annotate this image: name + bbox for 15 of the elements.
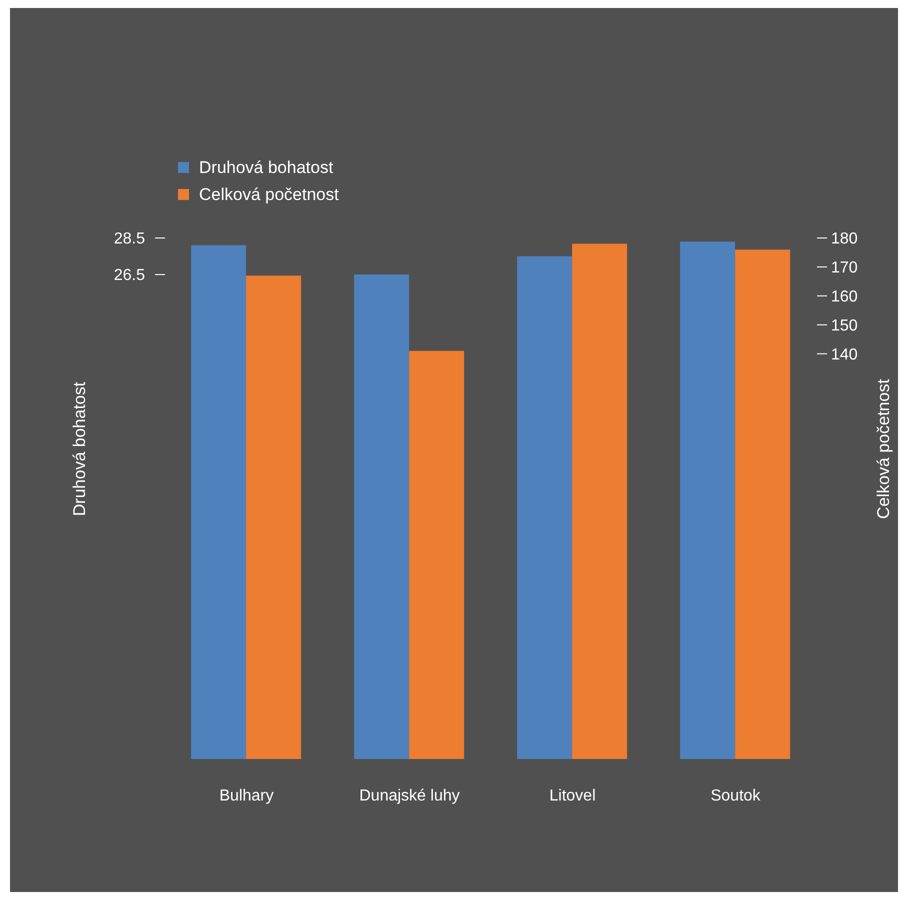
y2-tick-label: 140 <box>831 346 858 364</box>
y2-tick-label: 160 <box>831 288 858 306</box>
y-tick-label: 26.5 <box>114 267 146 284</box>
y2-tick-label: 180 <box>831 230 858 248</box>
legend-label: Celková početnost <box>199 184 339 204</box>
x-tick-label: Litovel <box>549 787 596 804</box>
legend-label: Druhová bohatost <box>199 158 334 178</box>
y-tick-label: 28.5 <box>114 230 146 248</box>
x-tick-label: Dunajské luhy <box>359 787 460 804</box>
y2-tick-label: 150 <box>831 318 858 335</box>
y2-axis-title: Celková početnost <box>874 379 894 519</box>
y2-tick-label: 170 <box>831 260 858 277</box>
x-tick-label: Bulhary <box>219 787 274 804</box>
x-tick-label: Soutok <box>710 787 762 804</box>
y-axis-title: Druhová bohatost <box>70 382 90 516</box>
